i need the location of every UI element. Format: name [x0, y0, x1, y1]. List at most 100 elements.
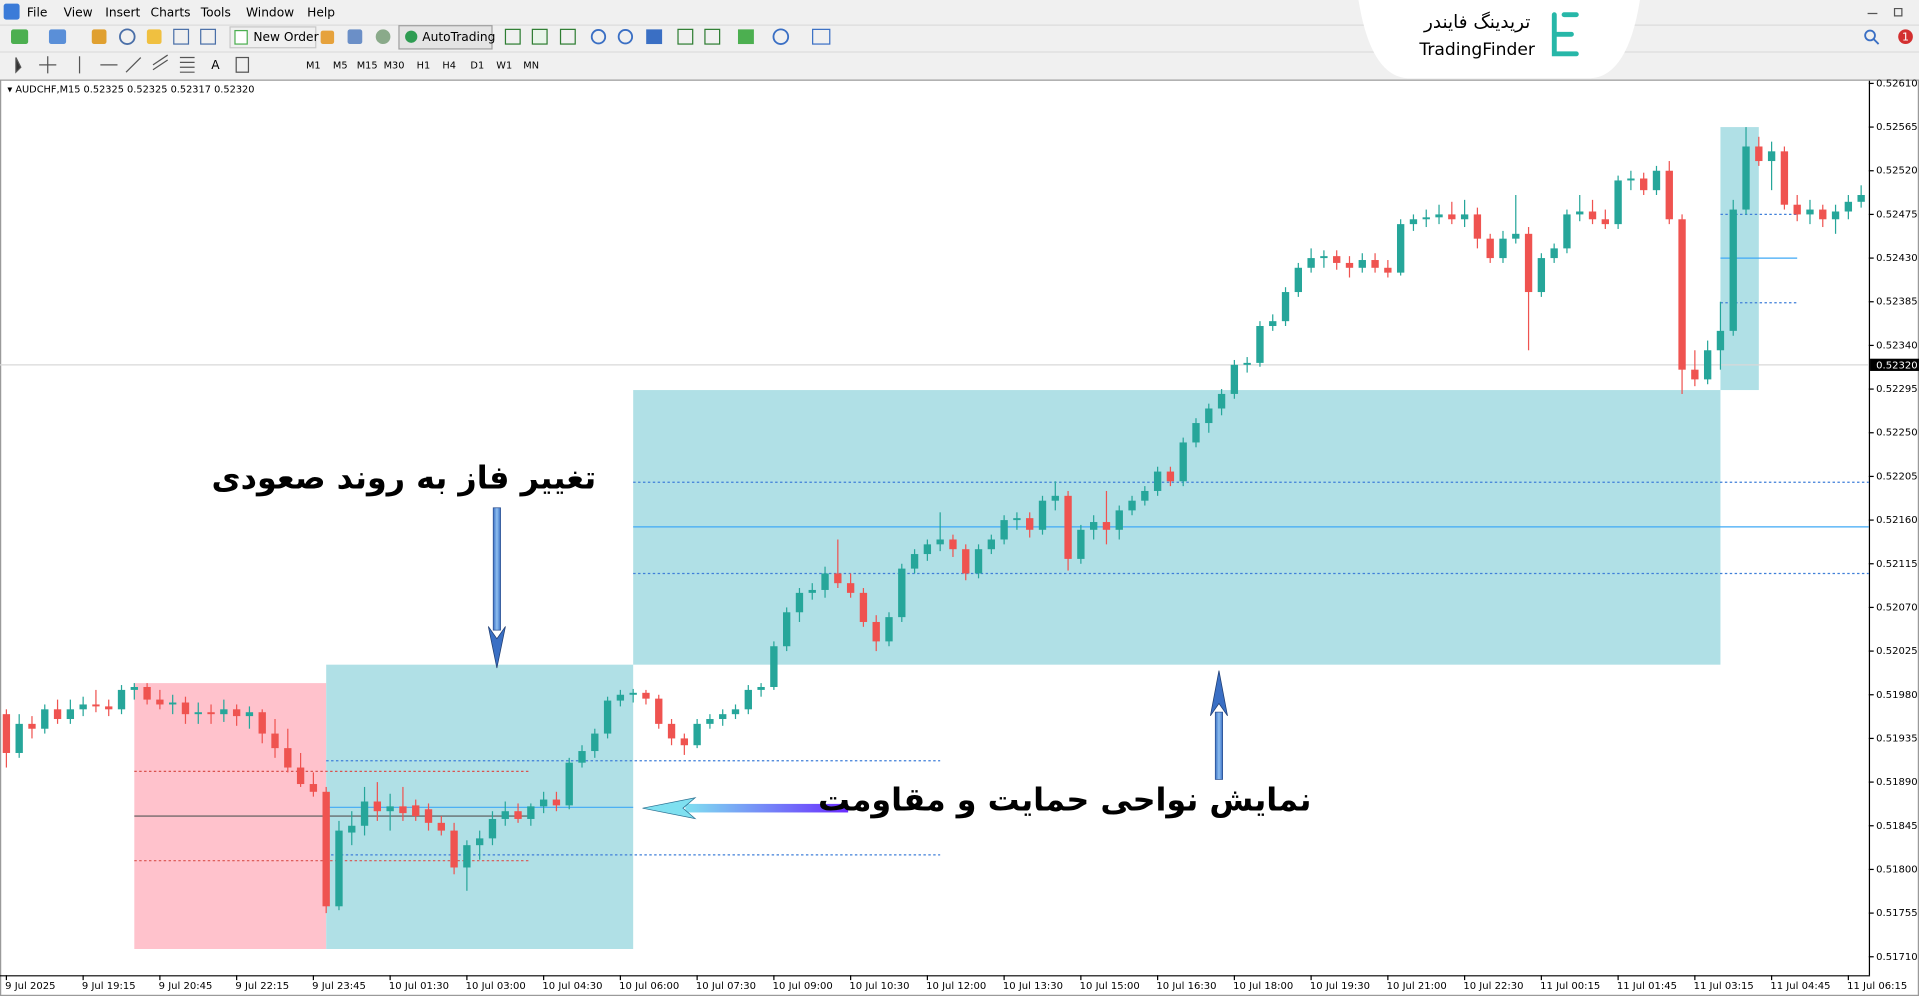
fibo-tool[interactable]: [179, 56, 195, 73]
icon[interactable]: [48, 29, 67, 45]
plot-area: [0, 127, 1869, 949]
candle-body: [1627, 178, 1635, 181]
timeframe-button[interactable]: H1: [417, 60, 431, 71]
icon[interactable]: [146, 29, 162, 45]
new-order-button[interactable]: [229, 26, 317, 49]
y-tick-label: 0.52115: [1876, 559, 1917, 570]
menu-item[interactable]: Window: [246, 5, 294, 19]
window-controls[interactable]: [1867, 7, 1903, 17]
candle-body: [1243, 362, 1251, 365]
candle-body: [1640, 178, 1648, 191]
x-tick-label: 10 Jul 16:30: [1156, 981, 1216, 992]
x-tick-label: 11 Jul 00:15: [1540, 981, 1600, 992]
x-tick-label: 10 Jul 04:30: [542, 981, 602, 992]
candle-body: [591, 733, 599, 752]
candle-body: [719, 714, 727, 720]
timeframe-button[interactable]: M15: [357, 60, 378, 71]
candle-body: [1217, 393, 1226, 409]
candle-body: [1448, 214, 1456, 220]
menu-item[interactable]: View: [64, 5, 93, 19]
autotrading-button[interactable]: [398, 25, 493, 50]
candle-body: [1435, 214, 1443, 218]
x-tick-label: 9 Jul 19:15: [82, 981, 136, 992]
menu-item[interactable]: Charts: [151, 5, 191, 19]
icon[interactable]: [375, 29, 391, 45]
y-tick-label: 0.52565: [1876, 122, 1917, 133]
candle-body: [603, 700, 612, 734]
search-icon: [1873, 38, 1880, 45]
trendline-tool[interactable]: [125, 57, 142, 73]
icon[interactable]: [320, 30, 335, 45]
candle-body: [1256, 326, 1264, 363]
timeframe-button[interactable]: D1: [470, 60, 484, 71]
candle-body: [245, 712, 254, 717]
candle-body: [1141, 490, 1149, 501]
icon[interactable]: [590, 29, 607, 45]
crosshair-tool[interactable]: [39, 56, 57, 74]
timeframe-button[interactable]: M30: [384, 60, 405, 71]
candle-body: [898, 568, 906, 618]
text-tool[interactable]: A: [211, 58, 220, 72]
menu-item[interactable]: Help: [307, 5, 335, 19]
icon[interactable]: [504, 28, 521, 45]
y-tick-label: 0.51800: [1876, 864, 1917, 875]
menu-item[interactable]: Tools: [200, 5, 231, 19]
search-icon[interactable]: [1864, 29, 1876, 42]
icon[interactable]: [617, 29, 634, 45]
icon[interactable]: [91, 29, 107, 45]
down-arrow-head: [487, 626, 506, 669]
x-tick-label: 11 Jul 01:45: [1617, 981, 1677, 992]
notification-badge[interactable]: [1898, 29, 1913, 45]
notification-count: 1: [1902, 30, 1909, 43]
menu-item[interactable]: File: [27, 5, 47, 19]
menu-item[interactable]: Insert: [105, 5, 140, 19]
candle-body: [1192, 423, 1200, 443]
candle-body: [1013, 518, 1021, 521]
icon[interactable]: [200, 28, 217, 45]
cursor-tool[interactable]: [15, 57, 22, 74]
candle-body: [1819, 209, 1827, 220]
label-tool[interactable]: [235, 56, 250, 73]
candle-body: [1384, 267, 1392, 273]
icon[interactable]: [677, 28, 694, 45]
timeframe-button[interactable]: H4: [442, 60, 456, 71]
timeframe-button[interactable]: M5: [333, 60, 348, 71]
icon[interactable]: [347, 29, 363, 45]
x-tick-label: 11 Jul 04:45: [1770, 981, 1830, 992]
icon[interactable]: [11, 29, 29, 45]
timeframe-button[interactable]: W1: [496, 60, 512, 71]
icon[interactable]: [704, 28, 721, 45]
x-tick-label: 10 Jul 07:30: [696, 981, 756, 992]
candle-body: [79, 704, 87, 710]
icon[interactable]: [772, 28, 790, 45]
annotation: نمایش نواحی حمایت و مقاومت: [818, 780, 1311, 818]
candle-body: [463, 845, 471, 868]
toolbar-icons: [11, 25, 831, 50]
icon[interactable]: [559, 28, 576, 45]
x-tick-label: 10 Jul 13:30: [1003, 981, 1063, 992]
icon[interactable]: [531, 28, 548, 45]
candle-body: [1588, 211, 1597, 220]
candle-body: [117, 689, 126, 710]
candle-body: [1780, 151, 1789, 205]
timeframe-button[interactable]: MN: [523, 60, 539, 71]
timeframe-button[interactable]: M1: [306, 60, 321, 71]
candle-body: [386, 806, 394, 812]
icon[interactable]: [173, 28, 190, 45]
candle-body: [232, 709, 241, 717]
up-arrow-head: [1210, 670, 1228, 717]
autotrading-label[interactable]: AutoTrading: [422, 30, 495, 44]
x-tick-label: 10 Jul 03:00: [466, 981, 526, 992]
collapse-marker[interactable]: ▾: [7, 84, 15, 95]
channel-tool[interactable]: [152, 54, 169, 71]
new-order-label[interactable]: New Order: [253, 30, 319, 44]
candle-body: [1230, 364, 1239, 394]
candle-body: [1665, 170, 1673, 220]
icon[interactable]: [737, 29, 754, 45]
candle-body: [1026, 518, 1034, 530]
icon[interactable]: [119, 28, 136, 45]
icon[interactable]: [812, 28, 831, 45]
icon[interactable]: [646, 29, 663, 45]
candle-body: [1294, 267, 1302, 293]
